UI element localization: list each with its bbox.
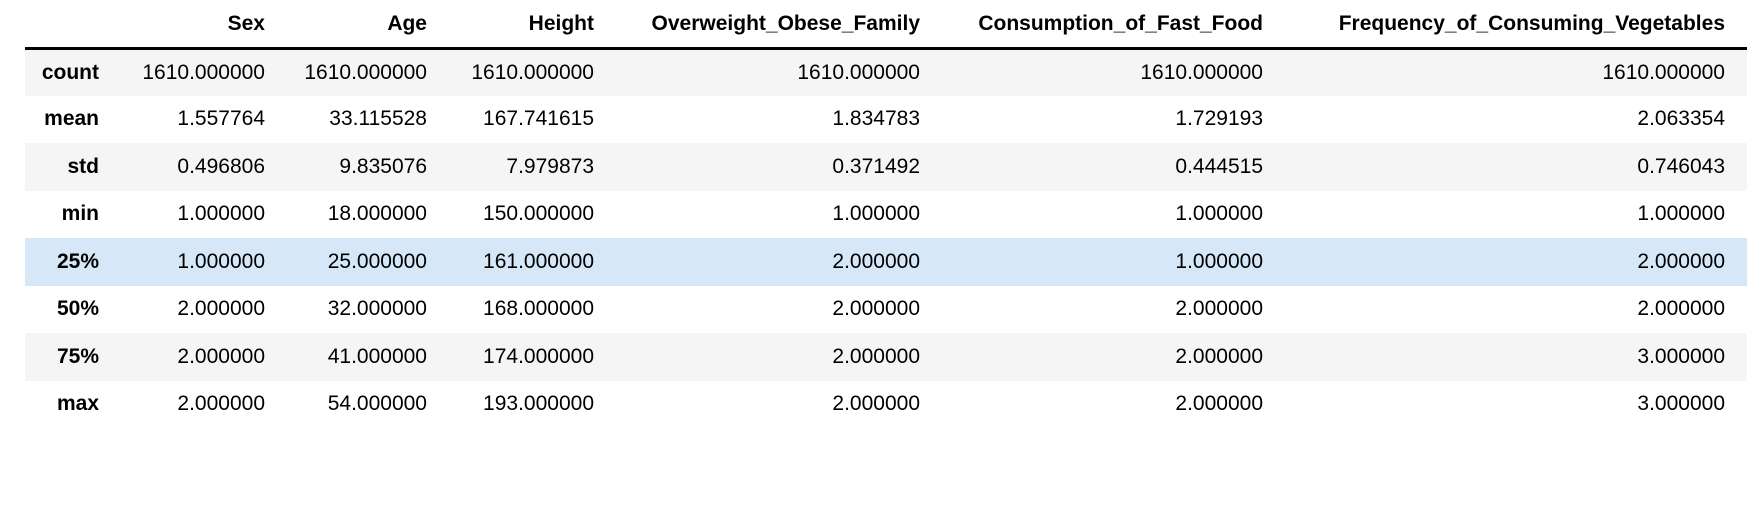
cell: 1.557764	[177, 107, 265, 131]
cell: 9.835076	[339, 154, 427, 178]
cell: 2.000000	[832, 344, 920, 368]
row-label: 50%	[56, 297, 99, 321]
cell: 18.000000	[327, 202, 427, 226]
cell: 167.741615	[483, 107, 594, 131]
table-row: 75% 2.000000 41.000000 174.000000 2.000000 2.…	[25, 333, 1747, 381]
cell: 1.729193	[1175, 107, 1263, 131]
table-row: 25% 1.000000 25.000000 161.000000 2.000000 1.…	[25, 238, 1747, 286]
row-label: count	[41, 60, 99, 84]
cell: 174.000000	[483, 344, 594, 368]
row-label: mean	[44, 107, 99, 131]
cell: 1.000000	[177, 202, 265, 226]
cell: 41.000000	[327, 344, 427, 368]
cell: 0.371492	[832, 154, 920, 178]
cell: 2.063354	[1637, 107, 1725, 131]
cell: 1610.000000	[1140, 60, 1263, 84]
cell: 2.000000	[1175, 392, 1263, 416]
cell: 1.000000	[177, 249, 265, 273]
table-row: count 1610.000000 1610.000000 1610.000000 16…	[25, 48, 1747, 96]
cell: 2.000000	[1175, 344, 1263, 368]
cell: 1.834783	[832, 107, 920, 131]
cell: 2.000000	[1637, 249, 1725, 273]
row-label: min	[61, 202, 99, 226]
row-label: std	[67, 154, 100, 178]
cell: 2.000000	[832, 297, 920, 321]
cell: 2.000000	[177, 344, 265, 368]
cell: 161.000000	[483, 249, 594, 273]
cell: 2.000000	[832, 392, 920, 416]
cell: 1610.000000	[1602, 60, 1725, 84]
cell: 1.000000	[1637, 202, 1725, 226]
column-header: Height	[439, 1, 606, 50]
cell: 1610.000000	[797, 60, 920, 84]
cell: 1.000000	[1175, 202, 1263, 226]
cell: 193.000000	[483, 392, 594, 416]
cell: 2.000000	[1637, 297, 1725, 321]
table-row: max 2.000000 54.000000 193.000000 2.000000 2.…	[25, 380, 1747, 428]
row-label: 25%	[56, 249, 99, 273]
cell: 150.000000	[483, 202, 594, 226]
cell: 2.000000	[1175, 297, 1263, 321]
cell: 0.746043	[1637, 154, 1725, 178]
cell: 7.979873	[506, 154, 594, 178]
cell: 1610.000000	[471, 60, 594, 84]
cell: 33.115528	[329, 107, 427, 131]
row-label: max	[56, 392, 99, 416]
cell: 3.000000	[1637, 392, 1725, 416]
table-body: count 1610.000000 1610.000000 1610.000000 16…	[25, 48, 1747, 428]
column-header: Consumption_of_Fast_Food	[932, 1, 1275, 50]
cell: 1.000000	[1175, 249, 1263, 273]
cell: 0.444515	[1175, 154, 1263, 178]
cell: 3.000000	[1637, 344, 1725, 368]
column-header: Frequency_of_Consuming_Vegetables	[1275, 1, 1747, 50]
describe-table: Sex Age Height Overweight_Obese_Family Consu…	[25, 1, 1747, 428]
index-header	[25, 1, 111, 50]
row-label: 75%	[56, 344, 99, 368]
column-header: Overweight_Obese_Family	[606, 1, 932, 50]
cell: 1.000000	[832, 202, 920, 226]
cell: 1610.000000	[304, 60, 427, 84]
cell: 54.000000	[327, 392, 427, 416]
cell: 1610.000000	[142, 60, 265, 84]
column-header: Age	[277, 1, 439, 50]
cell: 2.000000	[177, 392, 265, 416]
cell: 25.000000	[327, 249, 427, 273]
column-header: Sex	[111, 1, 277, 50]
table-row: std 0.496806 9.835076 7.979873 0.371492 0.444…	[25, 143, 1747, 191]
cell: 0.496806	[177, 154, 265, 178]
cell: 2.000000	[177, 297, 265, 321]
cell: 2.000000	[832, 249, 920, 273]
table-row: mean 1.557764 33.115528 167.741615 1.834783 1…	[25, 95, 1747, 143]
table-row: min 1.000000 18.000000 150.000000 1.000000 1.…	[25, 190, 1747, 238]
cell: 168.000000	[483, 297, 594, 321]
notebook-output-area: Sex Age Height Overweight_Obese_Family Consu…	[25, 1, 1747, 428]
table-row: 50% 2.000000 32.000000 168.000000 2.000000 2.…	[25, 285, 1747, 333]
cell: 32.000000	[327, 297, 427, 321]
header-row: Sex Age Height Overweight_Obese_Family Consu…	[25, 1, 1747, 50]
